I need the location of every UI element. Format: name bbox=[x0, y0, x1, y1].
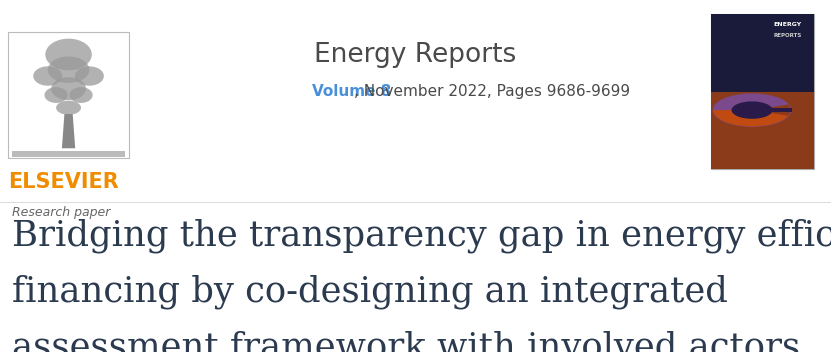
Ellipse shape bbox=[69, 87, 93, 103]
FancyBboxPatch shape bbox=[8, 32, 129, 158]
Circle shape bbox=[731, 101, 773, 119]
Wedge shape bbox=[752, 105, 791, 116]
Ellipse shape bbox=[56, 101, 81, 115]
Ellipse shape bbox=[33, 66, 62, 86]
Ellipse shape bbox=[75, 66, 104, 86]
Text: assessment framework with involved actors: assessment framework with involved actor… bbox=[12, 331, 801, 352]
Polygon shape bbox=[12, 151, 125, 157]
Circle shape bbox=[713, 93, 792, 127]
Ellipse shape bbox=[45, 39, 91, 70]
Text: , November 2022, Pages 9686-9699: , November 2022, Pages 9686-9699 bbox=[354, 84, 630, 100]
FancyBboxPatch shape bbox=[711, 14, 814, 92]
FancyBboxPatch shape bbox=[711, 14, 814, 169]
Polygon shape bbox=[61, 114, 75, 148]
Text: ELSEVIER: ELSEVIER bbox=[8, 172, 119, 193]
Text: Volume 8: Volume 8 bbox=[312, 84, 392, 100]
Ellipse shape bbox=[47, 56, 90, 83]
Text: Energy Reports: Energy Reports bbox=[314, 42, 517, 68]
FancyBboxPatch shape bbox=[752, 108, 792, 112]
Text: ENERGY: ENERGY bbox=[774, 22, 802, 27]
Text: Bridging the transparency gap in energy efficiency: Bridging the transparency gap in energy … bbox=[12, 218, 831, 253]
Text: REPORTS: REPORTS bbox=[774, 33, 802, 38]
Ellipse shape bbox=[51, 77, 86, 100]
Ellipse shape bbox=[44, 87, 67, 103]
FancyBboxPatch shape bbox=[711, 92, 814, 169]
Wedge shape bbox=[713, 110, 791, 126]
Text: financing by co-designing an integrated: financing by co-designing an integrated bbox=[12, 275, 728, 309]
Text: Research paper: Research paper bbox=[12, 206, 111, 219]
